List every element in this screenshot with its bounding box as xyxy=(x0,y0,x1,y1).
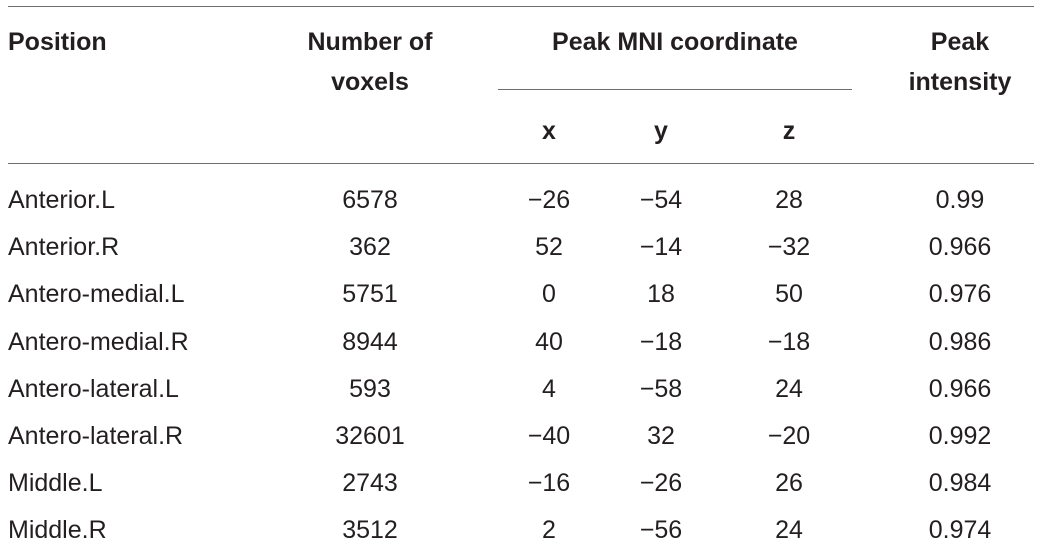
cell-z: 50 xyxy=(775,280,803,308)
header-voxels-line2: voxels xyxy=(331,68,409,96)
cell-x: 52 xyxy=(535,233,563,261)
cell-voxels: 32601 xyxy=(335,422,405,450)
cell-position: Antero-medial.R xyxy=(8,328,189,356)
cell-position: Antero-lateral.L xyxy=(8,375,179,403)
cell-z: −18 xyxy=(767,328,811,356)
cell-position: Antero-medial.L xyxy=(8,280,185,308)
cell-z: 24 xyxy=(775,375,803,403)
header-intensity-line2: intensity xyxy=(908,68,1012,96)
cell-intensity: 0.986 xyxy=(928,328,992,356)
cell-intensity: 0.99 xyxy=(935,186,985,214)
cell-x: 2 xyxy=(542,516,556,544)
cell-x: −40 xyxy=(527,422,571,450)
cell-voxels: 3512 xyxy=(342,516,398,544)
header-peak-mni-coordinate: Peak MNI coordinate xyxy=(552,28,798,56)
table-top-rule xyxy=(8,6,1034,7)
cell-intensity: 0.992 xyxy=(928,422,992,450)
cell-y: −26 xyxy=(639,469,683,497)
cell-y: −58 xyxy=(639,375,683,403)
header-y: y xyxy=(654,117,668,145)
cell-voxels: 362 xyxy=(349,233,391,261)
cell-z: 26 xyxy=(775,469,803,497)
cell-intensity: 0.966 xyxy=(928,375,992,403)
cell-position: Anterior.R xyxy=(8,233,120,261)
header-voxels-line1: Number of xyxy=(307,28,433,56)
header-position: Position xyxy=(8,28,107,56)
cell-z: 24 xyxy=(775,516,803,544)
cell-x: 4 xyxy=(542,375,556,403)
cell-y: −18 xyxy=(639,328,683,356)
cell-x: 40 xyxy=(535,328,563,356)
cell-x: −26 xyxy=(527,186,571,214)
cell-x: −16 xyxy=(527,469,571,497)
cell-position: Antero-lateral.R xyxy=(8,422,184,450)
cell-z: 28 xyxy=(775,186,803,214)
header-x: x xyxy=(542,117,556,145)
cell-intensity: 0.966 xyxy=(928,233,992,261)
cell-y: 18 xyxy=(647,280,675,308)
cell-y: −54 xyxy=(639,186,683,214)
cell-intensity: 0.974 xyxy=(928,516,992,544)
header-peak-intensity: Peak intensity xyxy=(880,22,1040,102)
cell-intensity: 0.984 xyxy=(928,469,992,497)
header-z: z xyxy=(782,117,796,145)
cell-x: 0 xyxy=(542,280,556,308)
cell-y: −56 xyxy=(639,516,683,544)
cell-voxels: 5751 xyxy=(342,280,398,308)
cell-intensity: 0.976 xyxy=(928,280,992,308)
mni-group-rule xyxy=(498,89,852,90)
cell-y: −14 xyxy=(639,233,683,261)
header-intensity-line1: Peak xyxy=(930,28,990,56)
cell-y: 32 xyxy=(647,422,675,450)
cell-voxels: 8944 xyxy=(342,328,398,356)
cell-voxels: 2743 xyxy=(342,469,398,497)
header-number-of-voxels: Number of voxels xyxy=(270,22,470,102)
cell-z: −20 xyxy=(767,422,811,450)
cell-position: Middle.R xyxy=(8,516,107,544)
header-bottom-rule xyxy=(8,163,1034,164)
cell-voxels: 593 xyxy=(349,375,391,403)
cell-z: −32 xyxy=(767,233,811,261)
cell-position: Middle.L xyxy=(8,469,103,497)
cell-position: Anterior.L xyxy=(8,186,116,214)
cell-voxels: 6578 xyxy=(342,186,398,214)
